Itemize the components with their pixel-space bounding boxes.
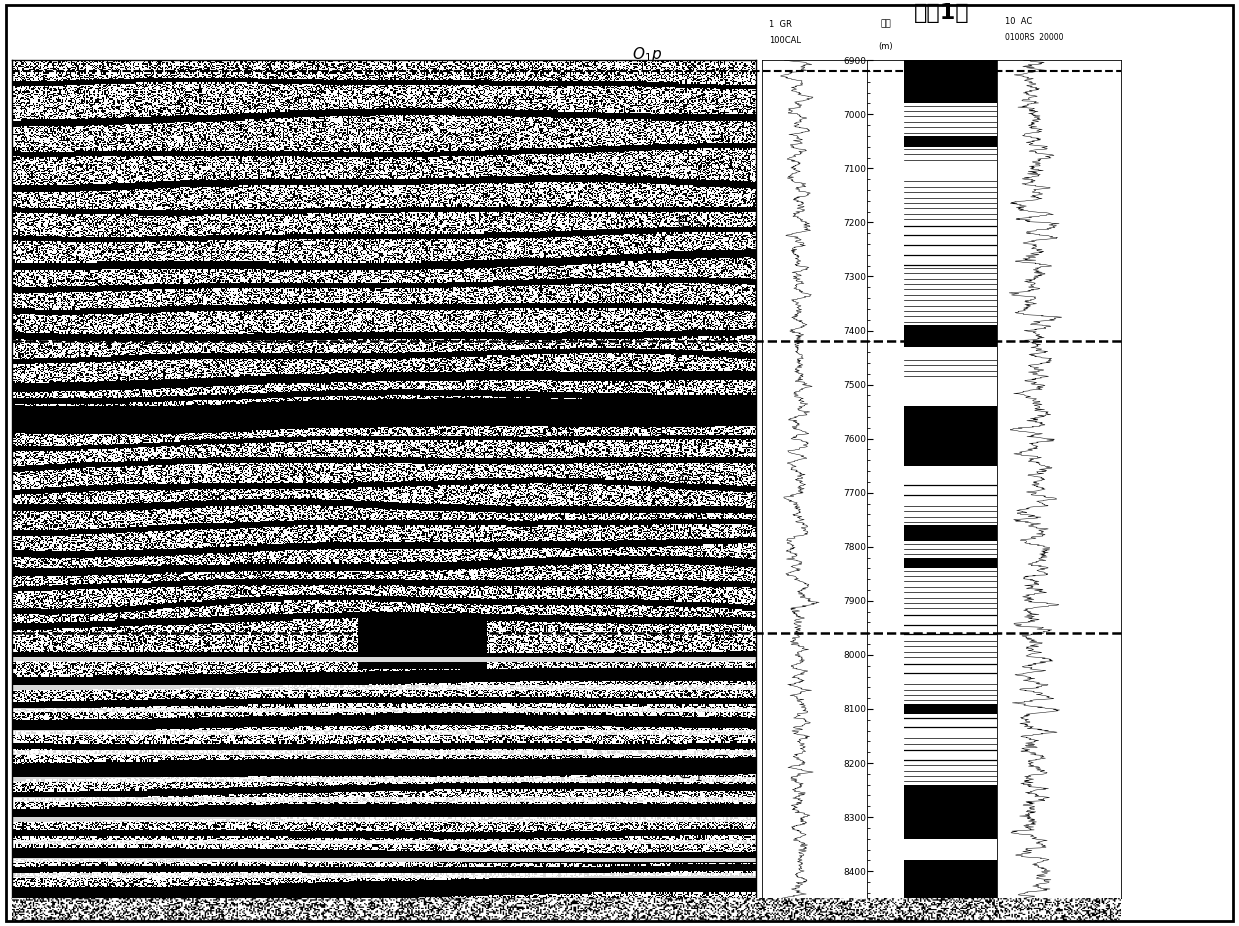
Bar [904, 525, 997, 542]
Text: 1  GR: 1 GR [769, 19, 792, 29]
Bar [904, 542, 997, 557]
Bar [904, 784, 997, 839]
Bar [904, 104, 997, 136]
Bar [904, 660, 997, 682]
Bar [904, 325, 997, 346]
Bar [904, 60, 997, 104]
Bar [904, 222, 997, 266]
Bar [904, 482, 997, 504]
Bar [904, 569, 997, 584]
Bar [904, 714, 997, 736]
Text: $\in_2$: $\in_2$ [673, 472, 703, 492]
Bar [904, 704, 997, 714]
Bar [904, 639, 997, 660]
Text: 塔深1井: 塔深1井 [914, 3, 969, 23]
Bar [904, 346, 997, 357]
Bar [904, 612, 997, 639]
Text: $\in_1$: $\in_1$ [673, 764, 703, 783]
Text: $O_1p$: $O_1p$ [632, 44, 662, 64]
Bar [904, 179, 997, 222]
Text: (m): (m) [878, 42, 893, 51]
Bar [904, 736, 997, 747]
Bar [904, 266, 997, 325]
Text: 0100RS  20000: 0100RS 20000 [1005, 33, 1063, 43]
Bar [904, 682, 997, 704]
Bar [904, 747, 997, 763]
Bar [904, 557, 997, 569]
Bar [904, 763, 997, 784]
Text: $\in_3$: $\in_3$ [673, 213, 703, 232]
Text: 100CAL: 100CAL [769, 36, 802, 45]
Bar [904, 504, 997, 525]
Bar [904, 584, 997, 612]
Bar [904, 146, 997, 163]
Bar [904, 860, 997, 898]
Text: 10  AC: 10 AC [1005, 17, 1032, 26]
Text: 井深: 井深 [881, 19, 891, 29]
Bar [904, 357, 997, 379]
Bar [904, 466, 997, 482]
Bar [904, 136, 997, 146]
Bar [904, 163, 997, 179]
Bar [904, 379, 997, 407]
Bar [904, 407, 997, 466]
Bar [904, 839, 997, 860]
